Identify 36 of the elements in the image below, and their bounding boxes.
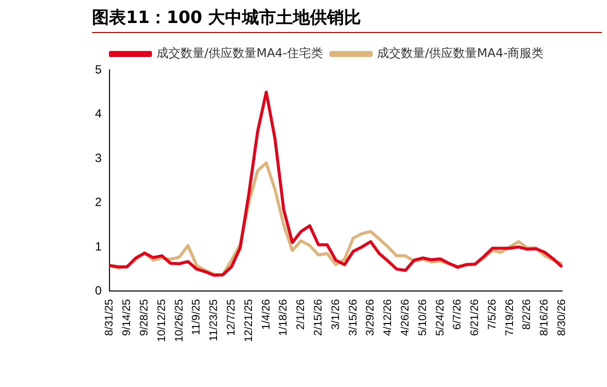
x-tick-label: 2/15/26 [312, 299, 324, 336]
x-tick-label: 11/9/25 [190, 299, 203, 336]
x-tick-label: 9/28/25 [138, 299, 150, 336]
x-tick-label: 10/12/25 [156, 299, 168, 342]
x-tick-label: 4/12/26 [382, 299, 394, 336]
x-tick-label: 5/24/26 [434, 299, 446, 336]
x-tick-label: 3/15/26 [347, 299, 360, 336]
x-tick-label: 8/31/25 [104, 299, 116, 336]
chart-title: 图表11：100 大中城市土地供销比 [92, 7, 362, 29]
x-tick-label: 12/7/25 [225, 299, 238, 336]
x-tick-label: 5/10/26 [416, 299, 429, 336]
x-tick-label: 4/26/26 [399, 299, 412, 336]
x-tick-label: 9/14/25 [121, 299, 134, 336]
legend-label: 成交数量/供应数量MA4-住宅类 [156, 46, 324, 60]
legend-label: 成交数量/供应数量MA4-商服类 [377, 46, 544, 60]
y-tick-label: 1 [94, 239, 102, 254]
x-tick-label: 1/4/26 [260, 299, 272, 330]
y-tick-label: 3 [94, 150, 102, 165]
x-tick-label: 8/16/26 [538, 299, 551, 336]
x-tick-label: 10/26/25 [173, 299, 186, 342]
x-tick-label: 7/19/26 [504, 299, 516, 336]
x-tick-label: 3/1/26 [330, 299, 342, 330]
x-tick-label: 8/30/26 [556, 299, 568, 336]
x-tick-label: 7/5/26 [486, 299, 498, 330]
y-tick-label: 0 [94, 283, 102, 298]
y-tick-label: 5 [94, 62, 102, 76]
x-tick-label: 12/21/25 [242, 299, 255, 342]
x-tick-label: 8/2/26 [521, 299, 534, 330]
x-tick-label: 1/18/26 [278, 299, 290, 336]
x-tick-label: 6/21/26 [469, 299, 482, 336]
y-tick-label: 2 [94, 195, 102, 210]
x-tick-label: 3/29/26 [364, 299, 377, 336]
y-tick-label: 4 [94, 106, 102, 121]
x-tick-label: 2/1/26 [295, 299, 308, 330]
x-tick-label: 6/7/26 [452, 299, 464, 330]
x-tick-label: 11/23/25 [208, 299, 220, 342]
